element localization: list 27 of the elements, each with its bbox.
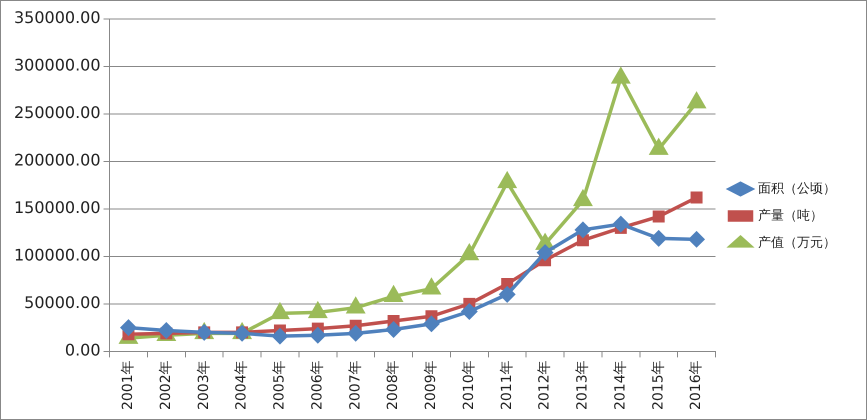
x-tick-label: 2003年	[196, 360, 212, 410]
x-tick-label: 2009年	[423, 360, 440, 410]
legend-label: 产值（万元）	[758, 235, 836, 250]
y-tick-label: 300000.00	[14, 56, 101, 75]
x-tick-label: 2013年	[574, 360, 591, 410]
x-tick-label: 2012年	[536, 360, 553, 410]
y-tick-label: 50000.00	[24, 293, 101, 312]
legend-label: 面积（公顷）	[758, 181, 836, 196]
y-tick-label: 350000.00	[14, 8, 101, 28]
y-tick-label: 200000.00	[14, 150, 101, 170]
y-tick-label: 250000.00	[14, 103, 101, 122]
x-tick-label: 2011年	[498, 360, 515, 410]
x-tick-label: 2008年	[385, 360, 402, 410]
x-tick-label: 2004年	[234, 360, 250, 410]
x-tick-label: 2007年	[347, 360, 364, 410]
y-tick-label: 150000.00	[14, 198, 101, 218]
x-tick-label: 2016年	[688, 360, 704, 410]
x-tick-label: 2006年	[309, 360, 326, 410]
legend-label: 产量（吨）	[758, 208, 823, 224]
y-tick-label: 0.00	[64, 340, 101, 360]
x-tick-label: 2001年	[120, 360, 136, 410]
y-tick-label: 100000.00	[14, 246, 101, 265]
x-tick-label: 2014年	[612, 360, 628, 410]
x-tick-label: 2002年	[158, 360, 174, 410]
x-tick-label: 2005年	[272, 360, 288, 410]
x-tick-label: 2010年	[460, 360, 477, 410]
x-tick-label: 2015年	[650, 360, 666, 410]
